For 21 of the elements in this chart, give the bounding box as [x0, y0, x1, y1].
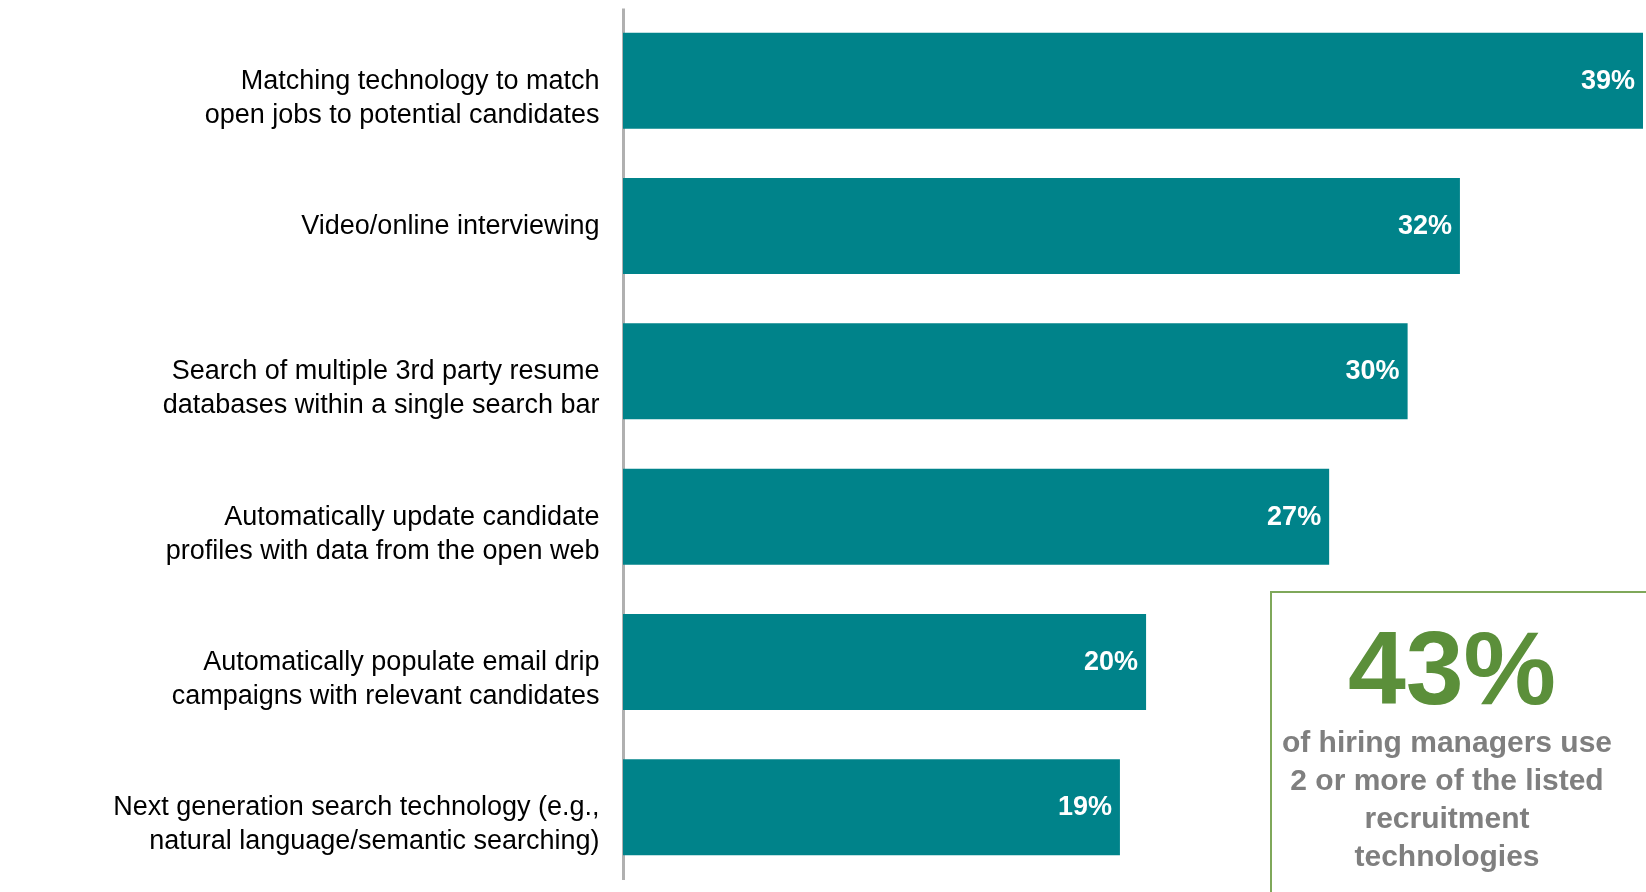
data-label: 20% [1084, 646, 1139, 676]
y-tick-label: Automatically populate email drip campaigns with relevant candidates [171, 646, 600, 710]
data-label: 19% [1057, 791, 1112, 822]
y-tick-label: Matching technology to match open jobs to potential candidates [204, 64, 600, 129]
bar [623, 468, 1330, 565]
bar [623, 32, 1643, 129]
y-tick-label: Automatically update candidate profiles with data from the open web [165, 500, 600, 565]
y-tick-label: Search of multiple 3rd party resume databases within a single search bar [162, 355, 600, 420]
annotation: 43% [1346, 610, 1558, 726]
bar [623, 323, 1408, 420]
y-tick-label: Next generation search technology (e.g., natural language/semantic searching) [113, 791, 600, 856]
callout-box: 43% of hiring managers use 2 or more of the listed recruitment technologies [1270, 591, 1646, 892]
data-label: 30% [1345, 355, 1400, 386]
bar [623, 178, 1460, 274]
bar [623, 759, 1120, 856]
data-label: 32% [1397, 210, 1452, 240]
y-tick-label: Video/online interviewing [301, 210, 600, 240]
annotation: of hiring managers use 2 or more of the listed recruitment technologies [1280, 724, 1614, 874]
data-label: 39% [1580, 64, 1635, 95]
data-label: 27% [1267, 500, 1322, 531]
bar [623, 614, 1147, 710]
